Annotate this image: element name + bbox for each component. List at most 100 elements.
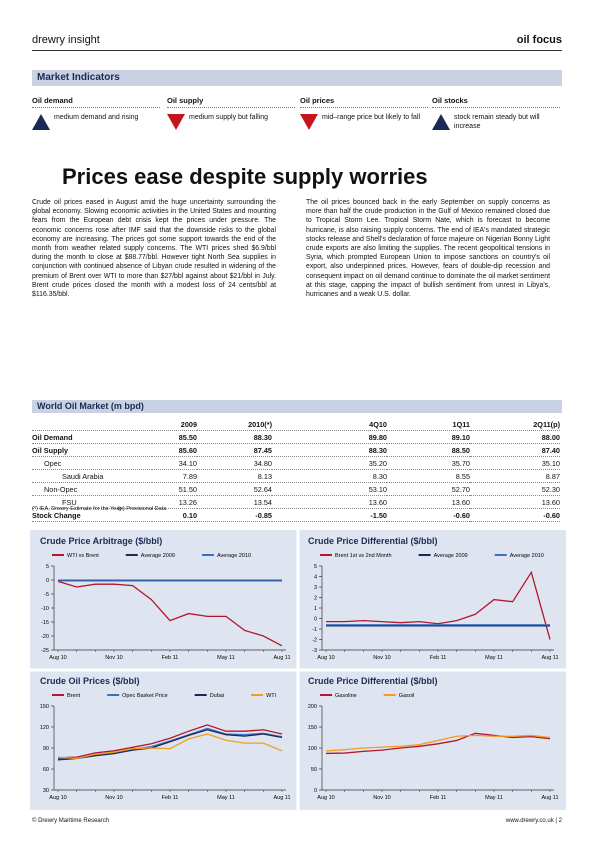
cell: -0.85	[197, 508, 272, 522]
chart-title: Crude Oil Prices ($/bbl)	[40, 676, 140, 686]
table-row: Opec 34.10 34.80 35.20 35.70 35.10	[32, 456, 560, 470]
table-row: Oil Supply 85.60 87.45 88.30 88.50 87.40	[32, 443, 560, 457]
cell: 13.60	[272, 495, 387, 509]
footer-left: © Drewry Maritime Research	[32, 818, 110, 824]
cell: 53.10	[272, 482, 387, 496]
row-label: Opec	[32, 456, 152, 470]
table: 2009 2010(*) 4Q10 1Q11 2Q11(p) Oil Demand 85.5…	[32, 418, 560, 522]
y-tick-label: -20	[41, 634, 49, 640]
y-tick-label: 150	[308, 725, 317, 731]
row-label: Oil Supply	[32, 443, 152, 457]
indicator: Oil stocks stock remain steady but will i…	[432, 96, 560, 140]
header-cell: 4Q10	[272, 418, 387, 431]
cell: -1.50	[272, 508, 387, 522]
x-tick-label: Aug 11	[273, 795, 290, 801]
x-tick-label: Feb 11	[162, 655, 179, 661]
cell: 85.60	[152, 443, 197, 457]
article-column: The oil prices bounced back in the early…	[306, 199, 550, 299]
y-tick-label: 2	[314, 596, 317, 602]
indicator-label: Oil prices	[300, 96, 428, 108]
y-tick-label: 5	[314, 564, 317, 570]
chart-title: Crude Price Differential ($/bbl)	[308, 676, 438, 686]
header-cell	[32, 418, 152, 431]
x-tick-label: Nov 10	[105, 795, 122, 801]
x-tick-label: Feb 11	[162, 795, 179, 801]
table-row: Saudi Arabia 7.89 8.13 8.30 8.55 8.87	[32, 469, 560, 483]
indicator-bar	[32, 70, 562, 86]
cell: 89.10	[387, 430, 470, 444]
indicator-title: Market Indicators	[37, 72, 120, 83]
table-row: Oil Demand 85.50 88.30 89.80 89.10 88.00	[32, 430, 560, 444]
cell: 8.55	[387, 469, 470, 483]
cell: -0.60	[470, 508, 560, 522]
cell: 8.13	[197, 469, 272, 483]
cell: 8.30	[272, 469, 387, 483]
cell: 0.10	[152, 508, 197, 522]
table-bar	[32, 400, 562, 413]
cell: 13.60	[470, 495, 560, 509]
legend-label: WTI	[266, 693, 277, 699]
y-tick-label: 200	[308, 704, 317, 710]
cell: 13.54	[197, 495, 272, 509]
y-tick-label: 1	[314, 606, 317, 612]
legend-label: Gasoline	[335, 693, 357, 699]
table-note: (p) Provisional Data	[118, 506, 167, 512]
legend-label: Average 2010	[510, 553, 544, 559]
cell: 34.10	[152, 456, 197, 470]
x-tick-label: Aug 10	[317, 655, 334, 661]
legend-label: Brent 1st vs 2nd Month	[335, 553, 392, 559]
y-tick-label: 0	[314, 788, 317, 794]
cell: 13.26	[152, 495, 197, 509]
y-tick-label: -10	[41, 606, 49, 612]
series-line	[57, 727, 283, 760]
cell: 52.70	[387, 482, 470, 496]
y-tick-label: 30	[43, 788, 49, 794]
table-title: World Oil Market (m bpd)	[37, 401, 144, 411]
cell: 13.60	[387, 495, 470, 509]
x-tick-label: Aug 10	[49, 795, 66, 801]
series-line	[57, 733, 283, 760]
series-line	[57, 724, 283, 759]
series-line	[325, 734, 551, 752]
row-label: FSU	[32, 495, 152, 509]
legend-label: Dubai	[210, 693, 224, 699]
y-tick-label: 0	[46, 578, 49, 584]
series-line	[325, 732, 551, 755]
legend-label: WTI vs Brent	[67, 553, 99, 559]
y-tick-label: 5	[46, 564, 49, 570]
y-tick-label: 150	[40, 704, 49, 710]
y-tick-label: 100	[308, 746, 317, 752]
table-row: Non-Opec 51.50 52.64 53.10 52.70 52.30	[32, 482, 560, 496]
legend-label: Average 2010	[217, 553, 251, 559]
x-tick-label: Nov 10	[105, 655, 122, 661]
x-tick-label: Aug 10	[49, 655, 66, 661]
indicator-label: Oil demand	[32, 96, 160, 108]
table-row: FSU 13.26 13.54 13.60 13.60 13.60	[32, 495, 560, 509]
legend-label: Gasoil	[399, 693, 415, 699]
cell: -0.60	[387, 508, 470, 522]
y-tick-label: 3	[314, 585, 317, 591]
series-line	[57, 729, 283, 761]
y-tick-label: -5	[44, 592, 49, 598]
cell: 89.80	[272, 430, 387, 444]
y-tick-label: -2	[312, 638, 317, 644]
arrow-down	[167, 114, 185, 130]
y-tick-label: -25	[41, 648, 49, 654]
x-tick-label: Aug 11	[273, 655, 290, 661]
y-tick-label: -15	[41, 620, 49, 626]
arrow-up	[32, 114, 50, 130]
x-tick-label: Aug 10	[317, 795, 334, 801]
charts: Crude Price Arbitrage ($/bbl) WTI vs Bren…	[30, 530, 566, 810]
arrow-down	[300, 114, 318, 130]
chart-title: Crude Price Arbitrage ($/bbl)	[40, 536, 162, 546]
section: oil focus	[516, 34, 562, 46]
x-tick-label: Aug 11	[541, 795, 558, 801]
indicator: Oil demand medium demand and rising	[32, 96, 160, 140]
x-tick-label: May 11	[485, 655, 503, 661]
arrow-up	[432, 114, 450, 130]
cell: 88.00	[470, 430, 560, 444]
indicator: Oil supply medium supply but falling	[167, 96, 295, 140]
cell: 88.30	[272, 443, 387, 457]
legend-label: Opec Basket Price	[122, 693, 168, 699]
row-label: Stock Change	[32, 508, 152, 522]
